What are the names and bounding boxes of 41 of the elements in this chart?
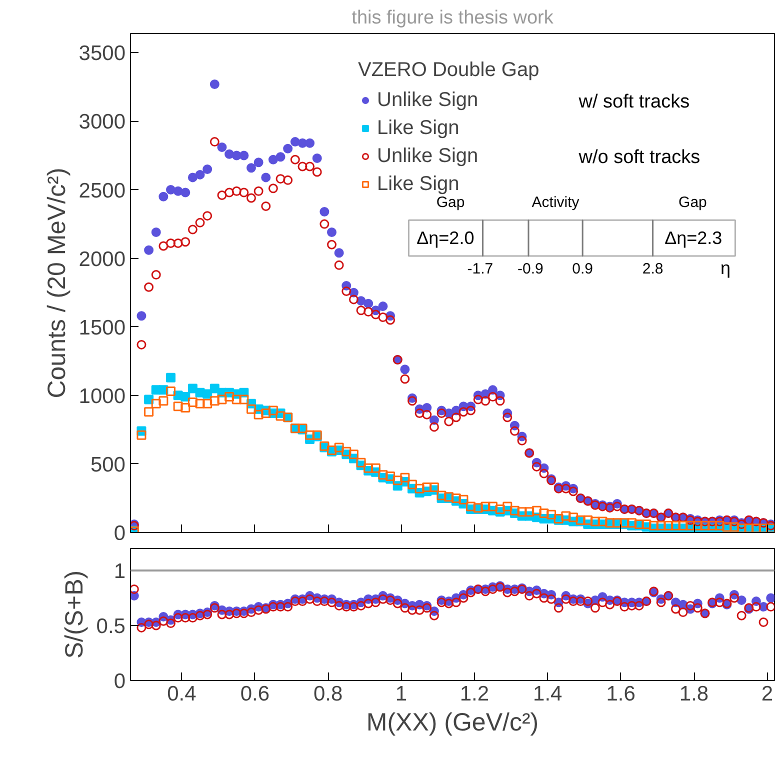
legend-label: Unlike Sign	[377, 144, 478, 168]
legend-label: Like Sign	[377, 172, 460, 196]
x-tick-label: 0.8	[313, 682, 343, 706]
annotation: Δη=2.0	[416, 228, 474, 248]
x-tick-label: 1.4	[533, 682, 563, 706]
x-tick-label: 1.8	[679, 682, 709, 706]
y-tick-label: 0	[114, 670, 126, 693]
y-axis-title: S/(S+B)	[60, 570, 88, 659]
y-tick-label: 500	[90, 453, 126, 476]
x-axis-title: M(XX) (GeV/c²)	[366, 708, 539, 736]
annotation: w/o soft tracks	[578, 146, 700, 168]
annotation: -0.9	[518, 260, 544, 278]
annotation: Δη=2.3	[664, 228, 722, 248]
legend-label: Like Sign	[377, 116, 460, 140]
annotation: w/ soft tracks	[578, 91, 690, 112]
annotation: Gap	[436, 194, 465, 212]
annotation: Gap	[678, 194, 707, 212]
y-tick-label: 3000	[78, 110, 126, 134]
annotation: Activity	[532, 194, 580, 212]
y-tick-label: 2500	[78, 179, 126, 202]
y-tick-label: 0.5	[96, 615, 126, 638]
y-axis-title: Counts / (20 MeV/c²)	[42, 168, 71, 398]
x-tick-label: 0.6	[240, 682, 270, 706]
annotation: 0.9	[572, 260, 594, 278]
annotation: 2.8	[642, 260, 664, 278]
legend-title: VZERO Double Gap	[358, 59, 540, 82]
y-tick-label: 1000	[78, 384, 126, 408]
x-tick-label: 1.6	[606, 682, 636, 706]
y-tick-label: 1500	[78, 316, 126, 340]
y-tick-label: 2000	[78, 248, 126, 271]
y-tick-label: 1	[114, 560, 126, 583]
text: this figure is thesis work	[352, 8, 554, 28]
x-tick-label: 2	[761, 682, 774, 706]
y-tick-label: 3500	[78, 42, 126, 66]
legend-label: Unlike Sign	[377, 88, 478, 112]
y-tick-label: 0	[114, 522, 126, 545]
x-tick-label: 1	[395, 682, 408, 706]
annotation: -1.7	[467, 260, 494, 278]
x-tick-label: 0.4	[167, 682, 197, 706]
x-tick-label: 1.2	[460, 682, 490, 706]
annotation: η	[720, 258, 731, 278]
